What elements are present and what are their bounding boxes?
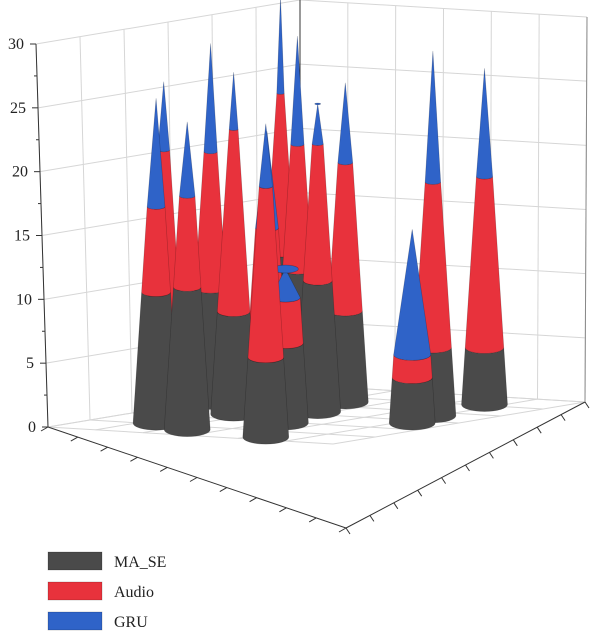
z-tick-label: 10 xyxy=(16,291,32,308)
gridline xyxy=(37,63,301,109)
z-tick-label: 5 xyxy=(26,355,34,372)
y-tick-mark xyxy=(584,401,590,409)
cone-segment-gru xyxy=(393,229,432,361)
z-tick-label: 15 xyxy=(14,228,30,245)
y-tick-mark xyxy=(417,489,423,497)
cone-segment-gru xyxy=(311,103,324,146)
axis-ticks: 0 5 10 15 20 25 30 xyxy=(8,36,590,535)
x-tick-mark xyxy=(159,466,168,472)
cone-segment-gru xyxy=(337,82,354,166)
x-tick-mark xyxy=(219,487,228,493)
x-tick-mark xyxy=(189,477,198,482)
legend-label-gru: GRU xyxy=(114,614,148,631)
x-tick-mark xyxy=(100,446,108,452)
cone-segment-gru xyxy=(424,50,441,185)
gridline xyxy=(299,63,587,82)
y-tick-mark xyxy=(393,502,399,510)
cone-bars xyxy=(132,0,508,445)
cone-segment-gru xyxy=(276,0,285,95)
cone xyxy=(388,229,436,431)
gridline xyxy=(39,127,301,173)
cone-segment-gru xyxy=(228,72,239,131)
z-tick-label: 0 xyxy=(28,419,36,436)
gridline xyxy=(332,401,586,445)
cone-segment-audio xyxy=(302,143,333,286)
legend-swatch-audio xyxy=(47,581,103,601)
z-tick-label: 25 xyxy=(10,100,26,117)
legend-label-ma-se: MA_SE xyxy=(114,554,166,571)
x-tick-mark xyxy=(70,436,79,442)
cone-segment-gru xyxy=(146,98,166,210)
x-tick-mark xyxy=(40,426,49,432)
y-tick-mark xyxy=(345,527,351,535)
x-tick-mark xyxy=(130,456,138,462)
cone-segment-ma-se xyxy=(242,357,290,445)
x-tick-mark xyxy=(249,497,257,503)
y-tick-mark xyxy=(488,452,494,459)
cone xyxy=(242,123,290,445)
y-tick-mark xyxy=(465,464,470,472)
cone xyxy=(461,68,508,412)
cone-segment-ma-se xyxy=(388,377,436,431)
y-tick-mark xyxy=(560,414,566,421)
legend-swatch-ma-se xyxy=(47,551,103,571)
cone-segment-ma-se xyxy=(461,347,508,412)
cone-segment-gru xyxy=(290,35,305,147)
x-tick-mark xyxy=(279,507,287,513)
cone-segment-gru xyxy=(258,123,273,189)
legend-label-audio: Audio xyxy=(114,584,154,601)
cone-segment-gru xyxy=(179,121,196,199)
right-wall-edge xyxy=(584,16,588,403)
y-tick-mark xyxy=(512,439,518,447)
y-tick-mark xyxy=(536,426,542,434)
cone xyxy=(132,98,180,431)
y-tick-mark xyxy=(369,515,375,522)
legend: MA_SE Audio GRU xyxy=(47,551,166,631)
gridline xyxy=(35,0,301,45)
z-tick-label: 20 xyxy=(12,164,28,181)
gridline xyxy=(299,0,588,18)
cone xyxy=(294,102,342,419)
x-tick-mark xyxy=(338,527,347,533)
cone-cap xyxy=(314,102,321,106)
cone xyxy=(163,121,211,437)
y-tick-mark xyxy=(441,477,447,484)
legend-swatch-gru xyxy=(47,611,103,631)
cone-segment-audio xyxy=(217,128,251,317)
cone-segment-gru xyxy=(476,68,493,180)
cone-segment-gru xyxy=(203,43,218,154)
cone xyxy=(210,72,257,422)
z-tick-label: 30 xyxy=(8,36,24,53)
x-tick-mark xyxy=(308,517,317,523)
